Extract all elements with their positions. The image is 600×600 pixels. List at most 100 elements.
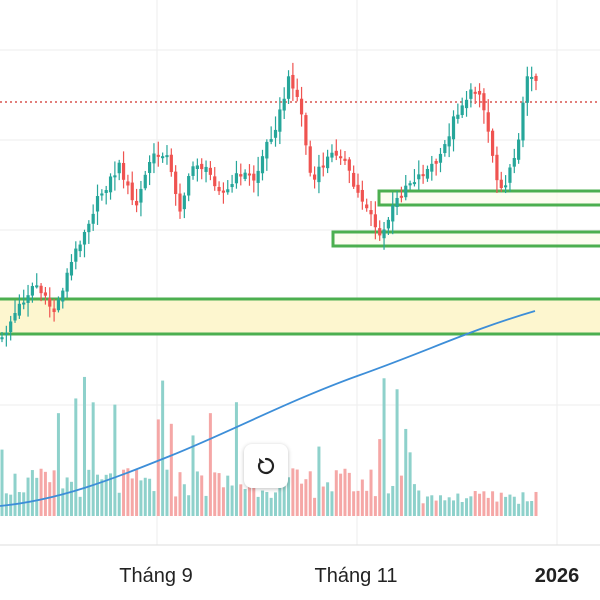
candle-body [104,190,108,193]
candle-body [78,244,82,252]
x-tick-label: Tháng 11 [314,565,397,587]
volume-bar [48,482,52,516]
candle-body [239,174,243,177]
volume-bar [78,496,82,516]
candle-body [464,99,469,109]
candle-body [156,154,160,157]
candle-body [447,136,451,147]
candle-body [304,115,308,146]
candle-body [121,162,126,180]
candle-body [308,146,312,173]
candle-body [525,76,529,103]
candle-body [343,158,347,161]
volume-bars [0,376,538,516]
volume-bar [521,492,525,516]
candle-body [326,156,330,169]
volume-bar [0,449,4,516]
volume-bar [456,493,460,516]
volume-bar [52,470,56,516]
volume-bar [460,502,464,516]
volume-bar [243,489,247,516]
volume-bar [512,496,516,516]
candle-body [321,165,325,168]
volume-bar [74,398,78,516]
volume-bar [326,482,330,516]
volume-bar [13,473,17,516]
volume-bar [143,477,147,516]
candle-body [226,189,230,193]
candle-body [217,186,221,192]
candle-body [161,156,165,159]
candle-body [273,129,278,138]
candle-body [456,114,460,119]
candle-body [391,205,395,222]
candle-body [386,219,390,229]
candle-body [200,163,204,170]
volume-bar [30,470,34,516]
reset-button[interactable] [244,444,288,488]
candle-body [504,185,508,188]
candle-body [508,167,512,183]
volume-bar [69,481,73,516]
volume-bar [491,491,495,516]
candles [0,62,538,347]
volume-bar [282,471,286,516]
candle-body [117,162,121,174]
volume-bar [378,439,382,516]
volume-bar [517,503,521,516]
volume-bar [226,475,230,516]
candle-body [317,166,321,183]
volume-bar [469,496,473,516]
candle-body [438,153,443,163]
candle-body [256,170,260,183]
volume-bar [178,472,182,516]
volume-bar [169,423,173,516]
volume-bar [308,471,312,516]
volume-bar [126,468,130,516]
volume-bar [412,484,416,516]
candle-body [234,173,239,184]
volume-bar [399,475,403,516]
candle-body [373,214,377,228]
candle-body [0,337,4,340]
volume-bar [104,474,108,516]
volume-bar [130,478,134,516]
volume-bar [356,490,360,516]
volume-bar [148,478,152,516]
candle-body [35,285,39,288]
candle-body [425,168,430,179]
candle-body [126,181,130,186]
candle-body [469,89,473,99]
volume-bar [156,419,160,516]
candle-body [108,176,113,193]
volume-bar [247,479,251,516]
candle-body [43,292,48,296]
candle-body [182,195,186,210]
volume-bar [113,404,117,516]
volume-bar [61,488,65,516]
candle-body [191,166,195,176]
volume-bar [234,402,238,516]
volume-bar [217,473,221,516]
volume-bar [269,497,273,516]
volume-bar [369,469,373,516]
candle-body [265,141,269,159]
candle-body [495,154,499,181]
volume-bar [208,413,212,516]
volume-bar [447,497,451,516]
candle-body [230,184,234,188]
candle-body [477,90,482,95]
candle-body [347,159,351,171]
volume-bar [373,496,377,516]
candle-body [486,112,490,132]
candle-body [378,228,382,236]
candle-body [334,150,338,156]
x-axis: Tháng 9 Tháng 11 2026 [119,565,579,587]
volume-bar [534,491,538,516]
candle-body [404,185,408,198]
volume-bar [317,446,321,516]
candle-body [143,174,147,189]
grid-lines [0,0,600,546]
candle-body [460,105,464,116]
